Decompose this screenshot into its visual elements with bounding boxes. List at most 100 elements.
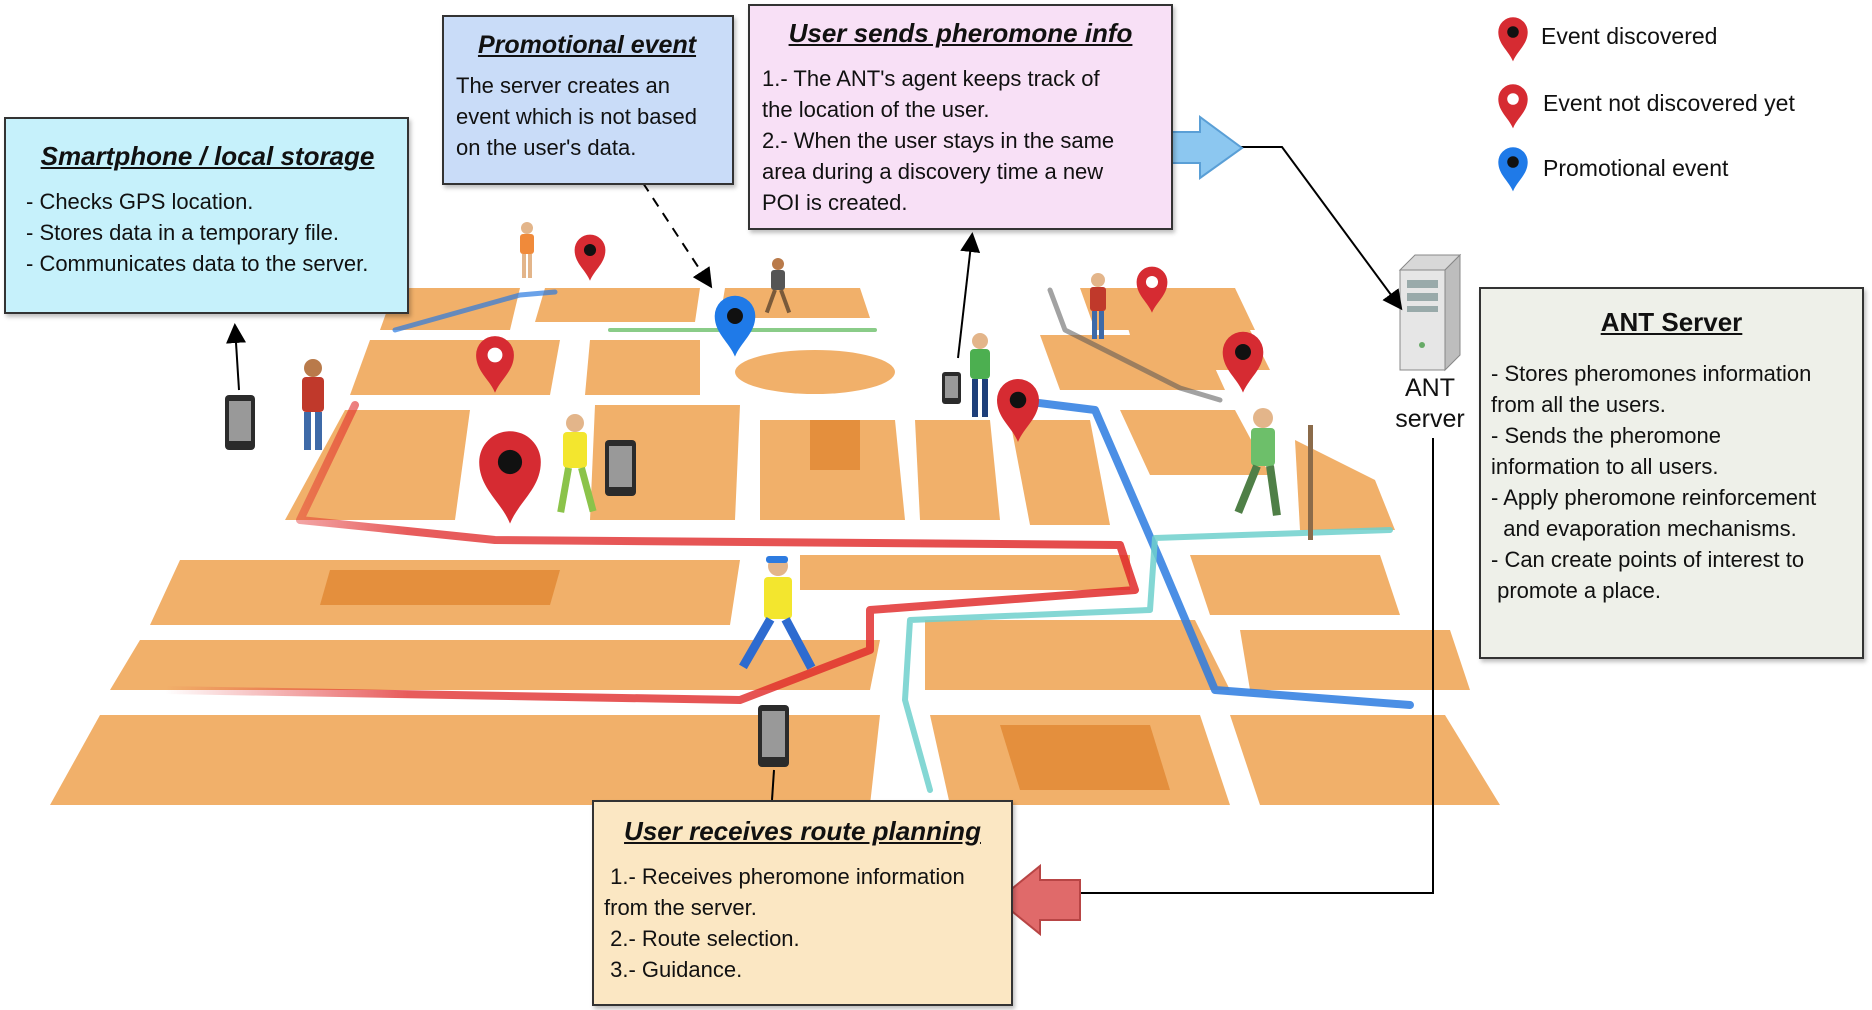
ant-server-label: ANT server	[1380, 373, 1480, 435]
red-block-arrow-icon	[996, 863, 1081, 937]
box-title: Smartphone / local storage	[40, 141, 375, 171]
map-block	[1295, 440, 1395, 530]
map-block	[350, 340, 560, 395]
smartphone-icon	[758, 705, 789, 767]
legend-label-event-discovered: Event discovered	[1541, 23, 1718, 49]
map-block	[110, 640, 880, 690]
box-line: - Apply pheromone reinforcement	[1491, 485, 1817, 510]
map-block	[1120, 410, 1270, 475]
smartphone-storage-box: Smartphone / local storage - Checks GPS …	[4, 117, 409, 314]
map-block	[1000, 725, 1170, 790]
blue-block-arrow-icon	[1161, 115, 1244, 180]
legend-pin-red-hollow-icon	[1498, 84, 1528, 129]
person-figure	[764, 258, 792, 314]
arrow-user-to-sends	[957, 232, 981, 359]
arrow-phone-to-storage	[226, 323, 246, 391]
map-block	[380, 288, 520, 330]
pin-red-icon	[574, 234, 606, 281]
smartphones	[225, 372, 961, 767]
box-line: - Checks GPS location.	[26, 189, 254, 214]
legend-pin-red-icon	[1498, 17, 1528, 62]
people	[302, 222, 1313, 670]
pin-blue-icon	[714, 295, 756, 357]
box-line: the location of the user.	[762, 97, 990, 122]
server-tower-icon	[1398, 253, 1462, 372]
map-block	[320, 570, 560, 605]
grey-trail-top	[1047, 287, 1223, 403]
box-line: area during a discovery time a new	[762, 159, 1104, 184]
box-line: - Stores pheromones information	[1491, 361, 1812, 386]
person-figure	[970, 333, 990, 417]
map-roundabout	[735, 350, 895, 394]
blue-trail-top	[392, 289, 558, 333]
box-line: - Stores data in a temporary file.	[26, 220, 340, 245]
box-line: 1.- Receives pheromone information	[604, 864, 965, 889]
box-line: - Communicates data to the server.	[26, 251, 369, 276]
map-block	[1240, 630, 1470, 690]
box-line: from the server.	[604, 895, 757, 920]
box-line: on the user's data.	[456, 135, 637, 160]
legend-pin-blue-icon	[1498, 147, 1528, 192]
map-block	[810, 420, 860, 470]
ant-server-box: ANT Server - Stores pheromones informati…	[1479, 287, 1864, 659]
person-figure	[557, 414, 597, 513]
red-trail	[161, 401, 1139, 704]
box-line: event which is not based	[456, 104, 697, 129]
user-sends-pheromone-box: User sends pheromone info 1.- The ANT's …	[748, 4, 1173, 230]
box-line: promote a place.	[1491, 578, 1661, 603]
box-line: - Sends the pheromone	[1491, 423, 1721, 448]
map-block	[50, 715, 880, 805]
pin-red-large-icon	[479, 431, 541, 524]
person-figure	[520, 222, 534, 278]
map-block	[535, 288, 700, 322]
box-line: from all the users.	[1491, 392, 1666, 417]
box-title: User sends pheromone info	[788, 18, 1133, 48]
box-title: User receives route planning	[624, 816, 981, 846]
person-figure	[1234, 408, 1313, 540]
box-line: POI is created.	[762, 190, 908, 215]
map-block	[285, 410, 470, 520]
pin-red-hollow-icon	[1136, 266, 1168, 313]
connectors	[226, 146, 1434, 894]
person-figure	[739, 556, 816, 670]
city-map	[50, 285, 1500, 805]
pin-red-icon	[997, 379, 1039, 442]
map-pins	[476, 234, 1264, 524]
box-title: ANT Server	[1600, 307, 1743, 337]
server-label-line: ANT	[1405, 374, 1455, 402]
arrow-promo-to-map	[642, 182, 713, 289]
legend-icons	[1498, 17, 1528, 192]
box-line: 2.- Route selection.	[604, 926, 800, 951]
route-planning-box: User receives route planning 1.- Receive…	[592, 800, 1013, 1006]
box-line: 3.- Guidance.	[604, 957, 743, 982]
line-phone-to-route	[771, 769, 775, 801]
pheromone-trails	[161, 287, 1414, 793]
smartphone-icon	[225, 395, 255, 450]
box-line: information to all users.	[1491, 454, 1719, 479]
smartphone-icon	[942, 372, 961, 404]
map-block	[1010, 420, 1110, 525]
blue-trail	[1011, 396, 1414, 709]
promotional-event-box: Promotional event The server creates an …	[442, 15, 734, 185]
box-line: - Can create points of interest to	[1491, 547, 1805, 572]
map-block	[720, 288, 870, 318]
map-block	[1190, 555, 1400, 615]
pin-red-hollow-icon	[476, 336, 514, 393]
box-line: and evaporation mechanisms.	[1491, 516, 1797, 541]
pin-red-icon	[1222, 331, 1264, 393]
person-figure	[302, 359, 324, 450]
map-block	[800, 555, 1130, 590]
server-label-line: server	[1395, 405, 1465, 433]
map-block	[585, 340, 700, 395]
legend-label-promotional-event: Promotional event	[1543, 155, 1729, 181]
box-line: 2.- When the user stays in the same	[762, 128, 1115, 153]
box-title: Promotional event	[477, 31, 697, 59]
box-line: The server creates an	[456, 73, 670, 98]
line-server-to-route	[1078, 438, 1434, 894]
cyan-trail	[902, 527, 1393, 793]
map-block	[915, 420, 1000, 520]
box-line: 1.- The ANT's agent keeps track of	[762, 66, 1100, 91]
legend-label-event-not-discovered: Event not discovered yet	[1543, 90, 1795, 116]
line-sends-to-server	[1240, 146, 1403, 311]
